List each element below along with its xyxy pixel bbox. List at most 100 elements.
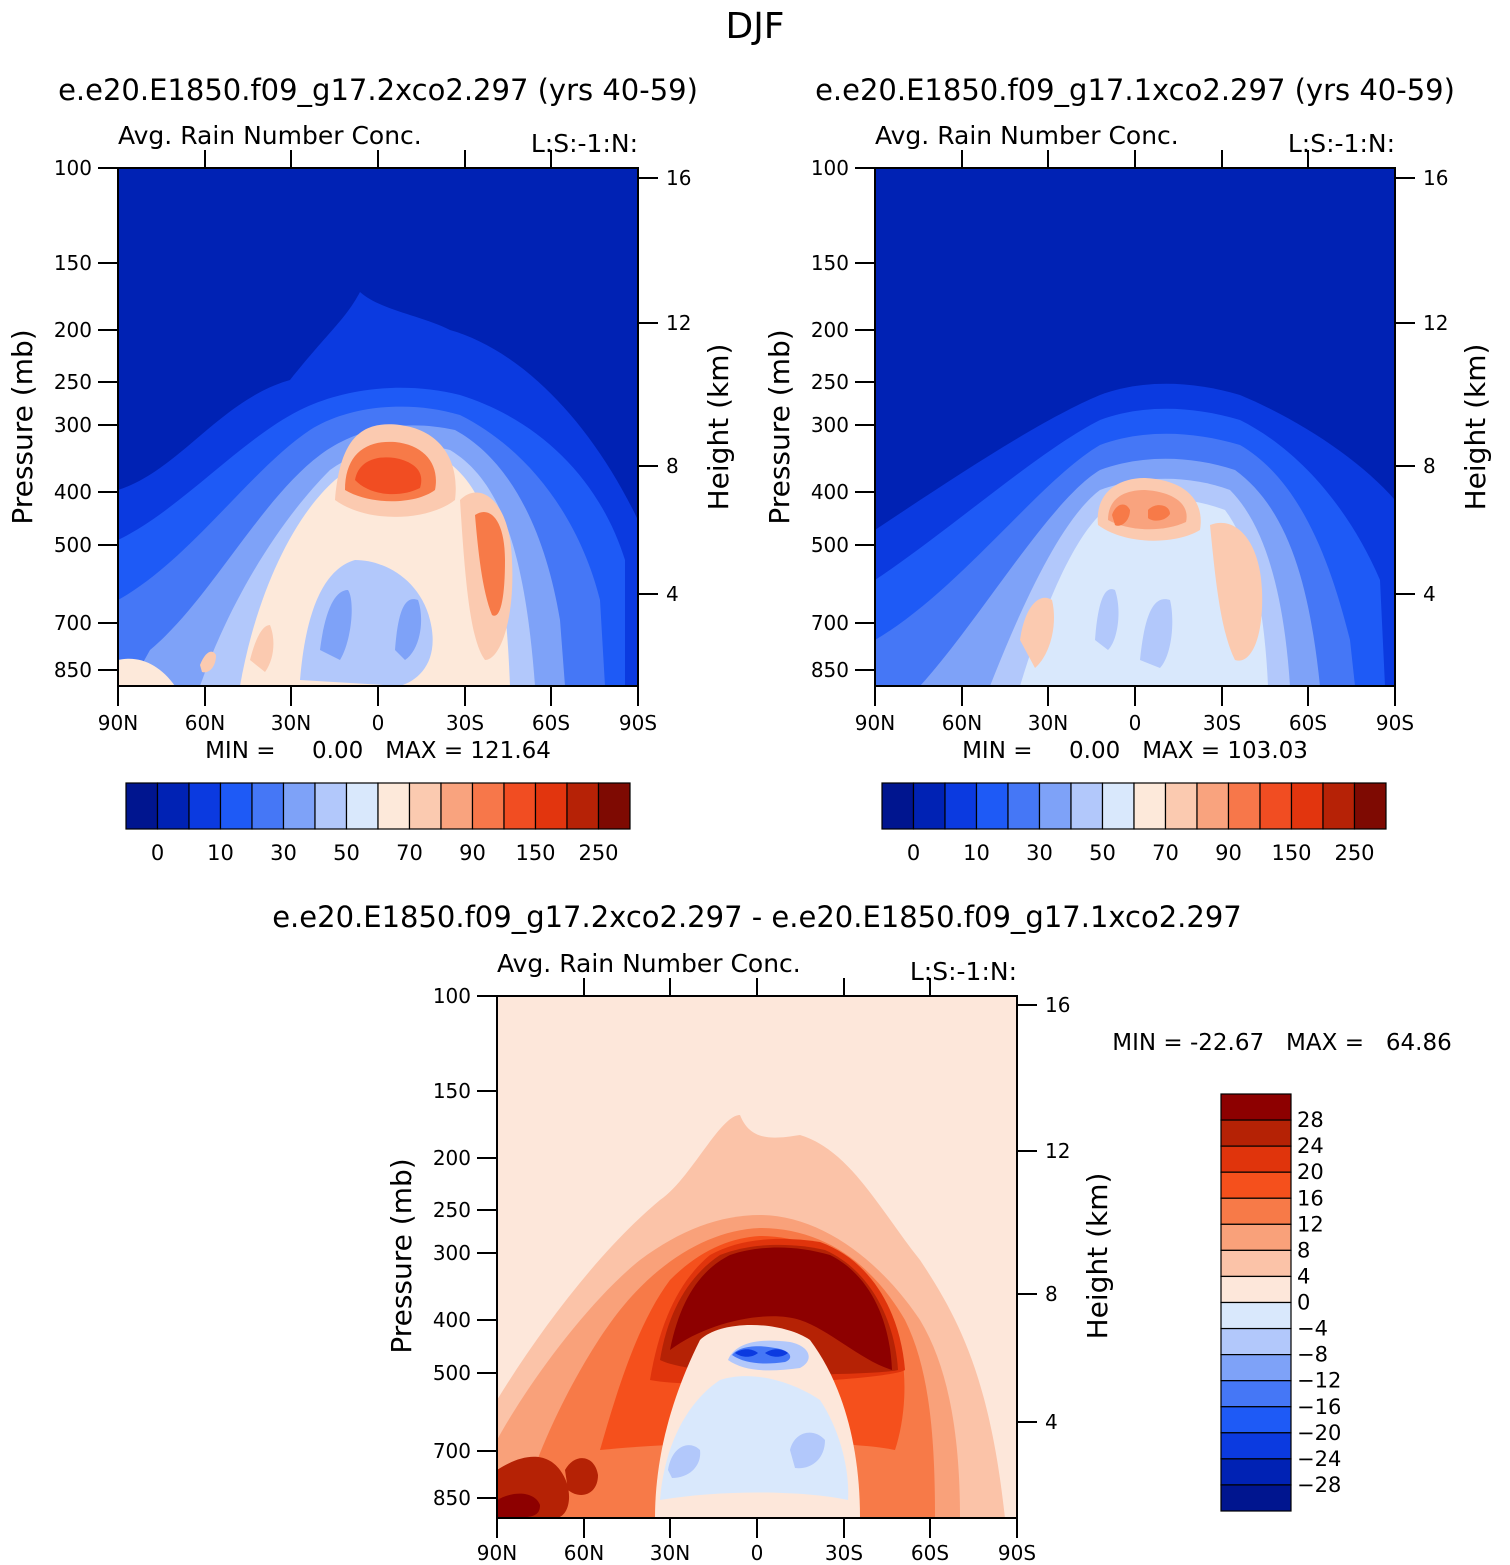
panel-diff-colorbar-swatch	[1220, 1327, 1292, 1356]
panel-b-colorbar-swatch	[1133, 782, 1167, 830]
panel-diff-colorbar-swatch	[1220, 1432, 1292, 1460]
panel-a: e.e20.E1850.f09_g17.2xco2.297 (yrs 40-59…	[6, 73, 735, 865]
panel-diff: e.e20.E1850.f09_g17.2xco2.297 - e.e20.E1…	[272, 900, 1452, 1565]
panel-a-colorbar-swatch	[219, 782, 253, 830]
panel-a-ptick: 300	[54, 413, 92, 437]
panel-a-lat-labels: 90N 60N 30N 0 30S 60S 90S	[98, 711, 657, 735]
panel-diff-lat-labels: 90N 60N 30N 0 30S 60S 90S	[477, 1541, 1036, 1565]
panel-diff-lat-tick: 60N	[564, 1541, 604, 1565]
panel-diff-ptick: 500	[433, 1361, 471, 1385]
panel-a-lat-tick: 0	[372, 711, 385, 735]
panel-a-ptick: 500	[54, 533, 92, 557]
panel-b-htick: 16	[1423, 166, 1448, 190]
panel-diff-colorbar-swatch	[1220, 1249, 1292, 1278]
panel-a-colorbar-label: 70	[396, 841, 423, 865]
panel-a-colorbar-label: 10	[207, 841, 234, 865]
panel-b-colorbar: 0 10 30 50 70 90 150 250	[881, 782, 1387, 865]
panel-b-colorbar-swatch	[1353, 782, 1387, 830]
panel-b-colorbar-swatch	[1290, 782, 1324, 830]
panel-diff-colorbar-label: −28	[1297, 1473, 1341, 1497]
panel-b-ptick: 300	[811, 413, 849, 437]
panel-diff-colorbar-swatch	[1220, 1458, 1292, 1486]
panel-diff-colorbar-label: 8	[1297, 1238, 1310, 1262]
panel-b-contour-level-10	[1112, 504, 1170, 526]
panel-diff-ptick: 400	[433, 1308, 471, 1332]
panel-diff-colorbar-label: −20	[1297, 1421, 1341, 1445]
panel-a-colorbar-swatch	[188, 782, 222, 830]
panel-a-header: e.e20.E1850.f09_g17.2xco2.297 (yrs 40-59…	[58, 73, 698, 107]
panel-a-htick: 4	[666, 582, 679, 606]
panel-a-colorbar: 0 10 30 50 70 90 150 250	[125, 782, 631, 865]
panel-diff-y-label: Pressure (mb)	[385, 1158, 418, 1353]
panel-b-colorbar-swatch	[881, 782, 915, 830]
panel-diff-colorbar-label: −16	[1297, 1395, 1341, 1419]
panel-diff-colorbar-swatch	[1220, 1484, 1292, 1512]
panel-b: e.e20.E1850.f09_g17.1xco2.297 (yrs 40-59…	[763, 73, 1492, 865]
panel-b-colorbar-swatch	[1322, 782, 1356, 830]
panel-diff-colorbar-swatch	[1220, 1171, 1292, 1199]
panel-diff-htick: 16	[1045, 993, 1070, 1017]
panel-a-htick: 8	[666, 454, 679, 478]
panel-b-lat-tick: 30N	[1028, 711, 1068, 735]
panel-diff-height-labels: 16 12 8 4	[1045, 993, 1070, 1434]
panel-diff-colorbar-label: −8	[1297, 1343, 1328, 1367]
panel-a-ptick: 400	[54, 480, 92, 504]
panel-a-colorbar-swatch	[471, 782, 505, 830]
panel-diff-contour-level-7	[670, 1247, 892, 1370]
panel-a-colorbar-swatch	[314, 782, 348, 830]
panel-diff-ptick: 850	[433, 1486, 471, 1510]
panel-b-contour-level-6	[1020, 498, 1268, 686]
panel-b-lat-tick: 90S	[1376, 711, 1414, 735]
panel-b-ptick: 400	[811, 480, 849, 504]
panel-b-colorbar-label: 150	[1271, 841, 1311, 865]
panel-a-colorbar-label: 90	[459, 841, 486, 865]
panel-a-colorbar-swatch	[282, 782, 316, 830]
panel-diff-ticks	[477, 978, 1037, 1538]
panel-b-colorbar-label: 90	[1215, 841, 1242, 865]
panel-b-lat-tick: 60S	[1289, 711, 1327, 735]
panel-b-header: e.e20.E1850.f09_g17.1xco2.297 (yrs 40-59…	[815, 73, 1455, 107]
panel-b-colorbar-swatch	[1007, 782, 1041, 830]
panel-a-variable: Avg. Rain Number Conc.	[118, 121, 422, 150]
panel-diff-colorbar-swatch	[1220, 1119, 1292, 1147]
panel-b-colorbar-swatch	[1227, 782, 1261, 830]
panel-diff-pressure-labels: 100 150 200 250 300 400 500 700 850	[433, 984, 471, 1510]
panel-b-ptick: 100	[811, 156, 849, 180]
panel-b-colorbar-swatch	[912, 782, 946, 830]
panel-b-htick: 8	[1423, 454, 1436, 478]
panel-diff-contour-level-12	[735, 1349, 788, 1357]
panel-b-lat-labels: 90N 60N 30N 0 30S 60S 90S	[855, 711, 1414, 735]
panel-a-colorbar-label: 150	[515, 841, 555, 865]
panel-a-colorbar-swatch	[534, 782, 568, 830]
panel-b-colorbar-label: 70	[1152, 841, 1179, 865]
panel-diff-colorbar-label: 12	[1297, 1212, 1324, 1236]
panel-diff-lat-tick: 30S	[825, 1541, 863, 1565]
panel-diff-ptick: 250	[433, 1198, 471, 1222]
panel-diff-variable: Avg. Rain Number Conc.	[497, 949, 801, 978]
panel-b-contour-level-7	[1095, 589, 1173, 668]
panel-a-lat-tick: 30S	[446, 711, 484, 735]
panel-diff-contour-level-9	[660, 1376, 849, 1500]
panel-b-ptick: 500	[811, 533, 849, 557]
panel-diff-colorbar-swatch	[1220, 1093, 1292, 1121]
panel-diff-contour-level-14	[497, 1493, 540, 1518]
panel-b-colorbar-swatch	[1196, 782, 1230, 830]
panel-diff-lat-tick: 0	[751, 1541, 764, 1565]
panel-a-contour-level-13	[118, 658, 175, 686]
panel-diff-colorbar-swatch	[1220, 1197, 1292, 1225]
panel-a-lat-tick: 90S	[619, 711, 657, 735]
panel-diff-colorbar-label: −24	[1297, 1447, 1341, 1471]
panel-b-height-labels: 16 12 8 4	[1423, 166, 1448, 606]
panel-diff-ptick: 100	[433, 984, 471, 1008]
panel-a-colorbar-swatch	[503, 782, 537, 830]
panel-b-colorbar-label: 250	[1334, 841, 1374, 865]
panel-diff-colorbar-label: 20	[1297, 1160, 1324, 1184]
panel-diff-lat-tick: 90S	[998, 1541, 1036, 1565]
panel-a-ptick: 700	[54, 611, 92, 635]
panel-b-lat-tick: 90N	[855, 711, 895, 735]
panel-b-colorbar-swatch	[944, 782, 978, 830]
panel-b-min-max: MIN = 0.00 MAX = 103.03	[962, 738, 1308, 764]
panel-a-htick: 12	[666, 311, 691, 335]
panel-diff-lat-tick: 90N	[477, 1541, 517, 1565]
panel-diff-y2-label: Height (km)	[1081, 1173, 1114, 1340]
